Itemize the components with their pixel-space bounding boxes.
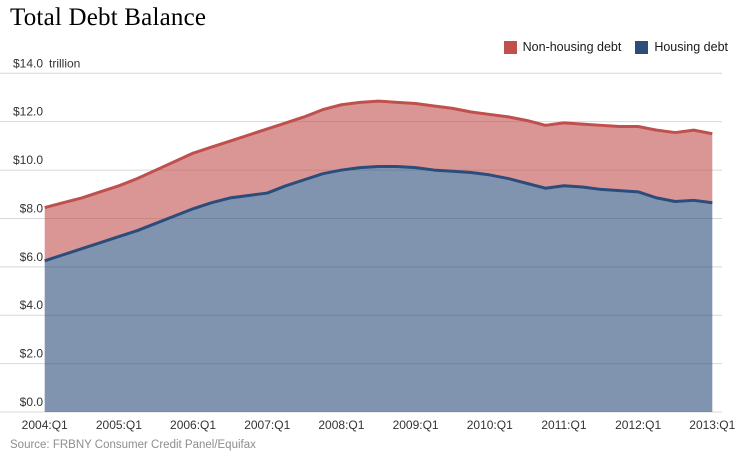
x-tick-label: 2004:Q1: [22, 418, 68, 432]
y-tick-label: $0.0: [20, 395, 44, 409]
y-axis-unit-label: trillion: [49, 56, 80, 70]
legend-item-housing-debt: Housing debt: [635, 41, 728, 54]
page-title: Total Debt Balance: [10, 4, 207, 31]
y-tick-label: $8.0: [20, 201, 44, 215]
y-tick-label: $6.0: [20, 250, 44, 264]
x-tick-label: 2012:Q1: [615, 418, 661, 432]
x-tick-label: 2009:Q1: [393, 418, 439, 432]
chart-legend: Non-housing debt Housing debt: [503, 40, 728, 54]
y-tick-label: $2.0: [20, 347, 44, 361]
source-credit: Source: FRBNY Consumer Credit Panel/Equi…: [10, 439, 256, 451]
x-tick-label: 2011:Q1: [541, 418, 586, 432]
y-tick-label: $14.0: [13, 56, 43, 70]
x-tick-label: 2008:Q1: [318, 418, 364, 432]
y-tick-label: $12.0: [13, 105, 43, 119]
y-tick-label: $4.0: [20, 298, 44, 312]
legend-label: Non-housing debt: [522, 40, 622, 54]
legend-item-non-housing-debt: Non-housing debt: [503, 40, 622, 54]
total-debt-line: [44, 99, 713, 210]
legend-label: Housing debt: [654, 40, 728, 54]
housing-debt-line: [44, 164, 713, 263]
housing-debt-area: [44, 166, 713, 412]
housing-debt-swatch-icon: [635, 41, 649, 54]
x-tick-label: 2013:Q1: [689, 418, 735, 432]
y-tick-label: $10.0: [13, 153, 43, 167]
x-tick-label: 2010:Q1: [467, 418, 513, 432]
x-tick-label: 2007:Q1: [244, 418, 290, 432]
x-tick-label: 2005:Q1: [96, 418, 142, 432]
non-housing-debt-swatch-icon: [503, 41, 517, 54]
non-housing-debt-area: [44, 101, 713, 261]
x-tick-label: 2006:Q1: [170, 418, 216, 432]
